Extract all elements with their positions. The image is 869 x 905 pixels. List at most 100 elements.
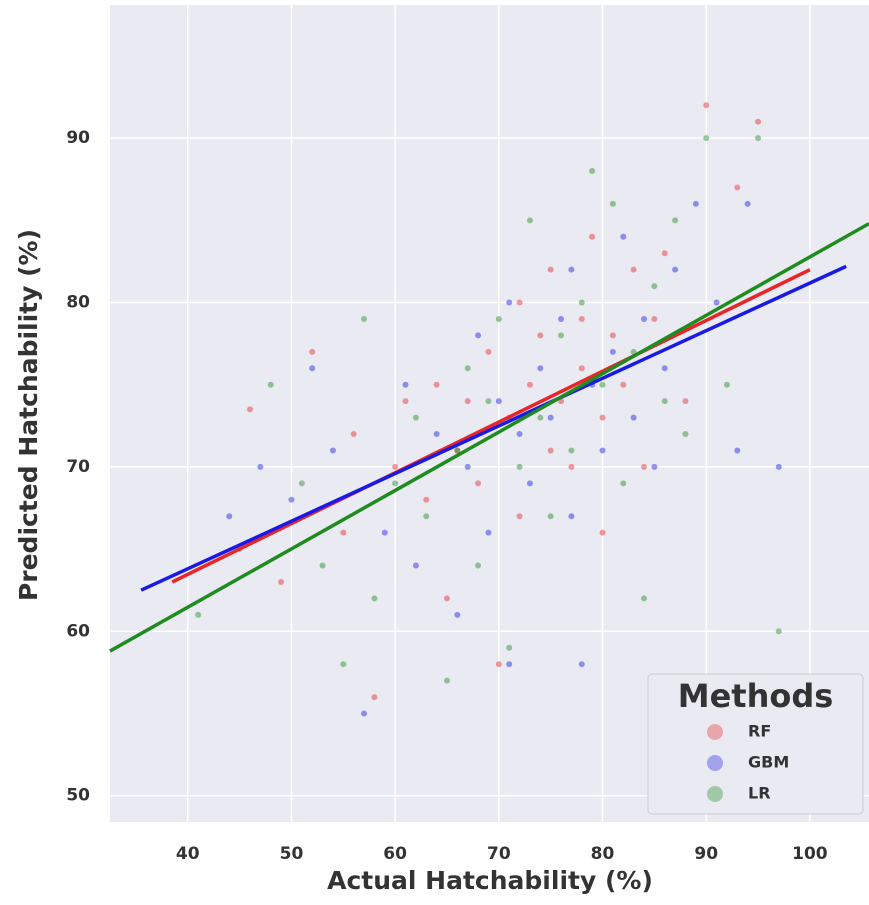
point xyxy=(620,480,627,487)
point xyxy=(350,431,357,438)
fit-line xyxy=(109,222,869,653)
point xyxy=(578,661,585,668)
x-axis-label: Actual Hatchability (%) xyxy=(327,866,653,895)
point xyxy=(703,102,710,109)
point xyxy=(371,694,378,701)
point xyxy=(246,406,253,413)
point xyxy=(558,315,565,322)
point xyxy=(692,200,699,207)
point xyxy=(744,200,751,207)
point xyxy=(599,414,606,421)
point xyxy=(495,398,502,405)
point xyxy=(412,562,419,569)
point xyxy=(661,250,668,257)
point xyxy=(485,398,492,405)
point xyxy=(340,661,347,668)
point xyxy=(599,529,606,536)
point xyxy=(433,431,440,438)
fit-line xyxy=(140,264,847,592)
point xyxy=(516,431,523,438)
point xyxy=(703,135,710,142)
point xyxy=(630,266,637,273)
x-tick-label: 60 xyxy=(383,844,407,864)
point xyxy=(412,414,419,421)
point xyxy=(298,480,305,487)
point xyxy=(309,365,316,372)
x-tick-label: 80 xyxy=(591,844,615,864)
point xyxy=(661,398,668,405)
point xyxy=(257,463,264,470)
point xyxy=(485,348,492,355)
x-tick-label: 40 xyxy=(176,844,200,864)
point xyxy=(775,463,782,470)
y-tick-label: 80 xyxy=(66,293,90,313)
y-tick-label: 60 xyxy=(66,621,90,641)
point xyxy=(381,529,388,536)
point xyxy=(620,381,627,388)
point xyxy=(578,299,585,306)
point xyxy=(589,233,596,240)
y-tick-label: 50 xyxy=(66,786,90,806)
legend-marker xyxy=(707,724,723,740)
point xyxy=(495,315,502,322)
point xyxy=(361,710,368,717)
legend-title: Methods xyxy=(678,677,834,715)
point xyxy=(278,578,285,585)
point xyxy=(547,447,554,454)
point xyxy=(682,431,689,438)
point xyxy=(568,266,575,273)
point xyxy=(340,529,347,536)
point xyxy=(568,463,575,470)
y-tick-label: 90 xyxy=(66,128,90,148)
x-tick-label: 100 xyxy=(792,844,828,864)
point xyxy=(402,381,409,388)
legend-label: RF xyxy=(748,722,771,741)
point xyxy=(630,414,637,421)
point xyxy=(361,315,368,322)
point xyxy=(309,348,316,355)
point xyxy=(599,447,606,454)
point xyxy=(651,283,658,290)
point xyxy=(516,463,523,470)
legend-label: GBM xyxy=(748,753,789,772)
point xyxy=(640,463,647,470)
point xyxy=(558,332,565,339)
x-tick-label: 70 xyxy=(487,844,511,864)
point xyxy=(371,595,378,602)
point xyxy=(443,595,450,602)
point xyxy=(516,299,523,306)
point xyxy=(547,513,554,520)
point xyxy=(537,365,544,372)
point xyxy=(329,447,336,454)
point xyxy=(640,595,647,602)
point xyxy=(578,365,585,372)
point xyxy=(443,677,450,684)
legend-box xyxy=(647,673,864,815)
point xyxy=(734,447,741,454)
point xyxy=(475,480,482,487)
point xyxy=(423,496,430,503)
point xyxy=(464,463,471,470)
point xyxy=(672,217,679,224)
point xyxy=(568,513,575,520)
point xyxy=(672,266,679,273)
legend-label: LR xyxy=(748,784,771,803)
x-tick-label: 50 xyxy=(280,844,304,864)
legend-marker xyxy=(707,786,723,802)
point xyxy=(454,611,461,618)
point xyxy=(682,398,689,405)
point xyxy=(506,661,513,668)
point xyxy=(195,611,202,618)
point xyxy=(319,562,326,569)
point xyxy=(755,118,762,125)
point xyxy=(537,414,544,421)
point xyxy=(723,381,730,388)
x-tick-label: 90 xyxy=(694,844,718,864)
point xyxy=(578,315,585,322)
point xyxy=(454,447,461,454)
point xyxy=(506,644,513,651)
point xyxy=(516,513,523,520)
point xyxy=(475,332,482,339)
y-tick-label: 70 xyxy=(66,457,90,477)
